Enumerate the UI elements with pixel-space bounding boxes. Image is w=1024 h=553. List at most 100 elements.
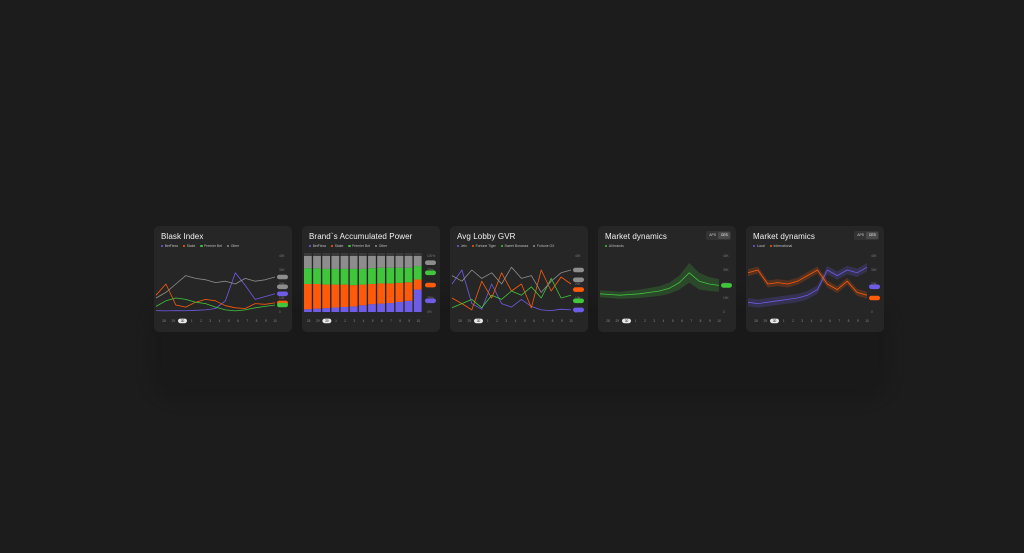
bar-segment[interactable] (358, 284, 367, 306)
x-tick-label[interactable]: 5 (228, 319, 230, 323)
bar-segment[interactable] (368, 256, 376, 269)
bar-segment[interactable] (377, 303, 385, 312)
series-line[interactable] (155, 275, 276, 299)
x-tick-label[interactable]: 7 (838, 319, 840, 323)
x-tick-label[interactable]: 10 (273, 319, 277, 323)
bar-segment[interactable] (386, 283, 395, 304)
bar-segment[interactable] (349, 306, 358, 312)
toggle-ces-button[interactable]: CES (718, 231, 731, 239)
series-line[interactable] (451, 269, 572, 311)
x-tick-label[interactable]: 1 (783, 319, 785, 323)
bar-segment[interactable] (349, 256, 358, 269)
bar-segment[interactable] (386, 303, 395, 312)
bar-segment[interactable] (404, 256, 413, 268)
bar-segment[interactable] (413, 256, 422, 267)
bar-segment[interactable] (386, 267, 395, 284)
x-tick-label[interactable]: 8 (848, 319, 850, 323)
x-tick-label[interactable]: 3 (505, 319, 507, 323)
toggle-aps-button[interactable]: APS (709, 233, 717, 238)
bar-segment[interactable] (322, 308, 331, 312)
bar-segment[interactable] (313, 268, 321, 284)
x-tick-label[interactable]: 30 (477, 319, 481, 323)
x-tick-label[interactable]: 7 (690, 319, 692, 323)
x-tick-label[interactable]: 5 (372, 319, 374, 323)
bar-segment[interactable] (368, 284, 376, 305)
bar-segment[interactable] (413, 279, 422, 290)
x-tick-label[interactable]: 30 (181, 319, 185, 323)
x-tick-label[interactable]: 10 (417, 319, 421, 323)
x-tick-label[interactable]: 6 (237, 319, 239, 323)
x-tick-label[interactable]: 28 (606, 319, 610, 323)
x-tick-label[interactable]: 2 (496, 319, 498, 323)
x-tick-label[interactable]: 29 (171, 319, 175, 323)
bar-segment[interactable] (304, 284, 312, 310)
bar-segment[interactable] (368, 304, 376, 312)
bar-segment[interactable] (395, 301, 404, 312)
x-tick-label[interactable]: 3 (209, 319, 211, 323)
bar-segment[interactable] (395, 256, 404, 268)
x-tick-label[interactable]: 28 (458, 319, 462, 323)
series-line[interactable] (155, 297, 276, 312)
x-tick-label[interactable]: 28 (754, 319, 758, 323)
bar-segment[interactable] (313, 284, 321, 309)
x-tick-label[interactable]: 5 (820, 319, 822, 323)
series-line[interactable] (451, 266, 572, 293)
x-tick-label[interactable]: 7 (542, 319, 544, 323)
x-tick-label[interactable]: 9 (561, 319, 563, 323)
bar-segment[interactable] (340, 268, 349, 285)
x-tick-label[interactable]: 4 (663, 319, 665, 323)
toggle-ces-button[interactable]: CES (866, 231, 879, 239)
series-line[interactable] (155, 272, 276, 312)
x-tick-label[interactable]: 1 (635, 319, 637, 323)
x-tick-label[interactable]: 29 (316, 319, 320, 323)
x-tick-label[interactable]: 6 (381, 319, 383, 323)
x-tick-label[interactable]: 28 (307, 319, 311, 323)
x-tick-label[interactable]: 9 (857, 319, 859, 323)
x-tick-label[interactable]: 8 (700, 319, 702, 323)
series-line[interactable] (747, 266, 868, 304)
bar-segment[interactable] (349, 268, 358, 286)
active-tick-pill[interactable] (178, 318, 187, 324)
bar-segment[interactable] (331, 284, 340, 308)
bar-segment[interactable] (313, 308, 321, 312)
bar-segment[interactable] (413, 266, 422, 280)
bar-segment[interactable] (395, 282, 404, 302)
series-line[interactable] (451, 278, 572, 309)
x-tick-label[interactable]: 7 (246, 319, 248, 323)
x-tick-label[interactable]: 6 (533, 319, 535, 323)
x-tick-label[interactable]: 10 (569, 319, 573, 323)
x-tick-label[interactable]: 1 (335, 319, 337, 323)
series-line[interactable] (599, 272, 720, 296)
bar-segment[interactable] (368, 268, 376, 284)
x-tick-label[interactable]: 29 (467, 319, 471, 323)
bar-segment[interactable] (331, 307, 340, 312)
bar-segment[interactable] (404, 267, 413, 283)
bar-segment[interactable] (331, 256, 340, 269)
bar-segment[interactable] (331, 268, 340, 285)
bar-segment[interactable] (322, 284, 331, 309)
active-tick-pill[interactable] (474, 318, 483, 324)
bar-segment[interactable] (322, 256, 331, 269)
x-tick-label[interactable]: 30 (625, 319, 629, 323)
x-tick-label[interactable]: 3 (801, 319, 803, 323)
active-tick-pill[interactable] (770, 318, 779, 324)
bar-segment[interactable] (304, 309, 312, 312)
x-tick-label[interactable]: 10 (717, 319, 721, 323)
bar-segment[interactable] (404, 300, 413, 312)
bar-segment[interactable] (340, 284, 349, 307)
x-tick-label[interactable]: 2 (644, 319, 646, 323)
bar-segment[interactable] (340, 306, 349, 312)
toggle-aps-button[interactable]: APS (857, 233, 865, 238)
bar-segment[interactable] (313, 256, 321, 269)
x-tick-label[interactable]: 8 (552, 319, 554, 323)
x-tick-label[interactable]: 1 (487, 319, 489, 323)
x-tick-label[interactable]: 8 (399, 319, 401, 323)
x-tick-label[interactable]: 28 (162, 319, 166, 323)
bar-segment[interactable] (395, 267, 404, 283)
series-line[interactable] (155, 283, 276, 309)
bar-segment[interactable] (358, 256, 367, 269)
x-tick-label[interactable]: 2 (344, 319, 346, 323)
bar-segment[interactable] (413, 289, 422, 312)
bar-segment[interactable] (322, 268, 331, 285)
x-tick-label[interactable]: 2 (792, 319, 794, 323)
